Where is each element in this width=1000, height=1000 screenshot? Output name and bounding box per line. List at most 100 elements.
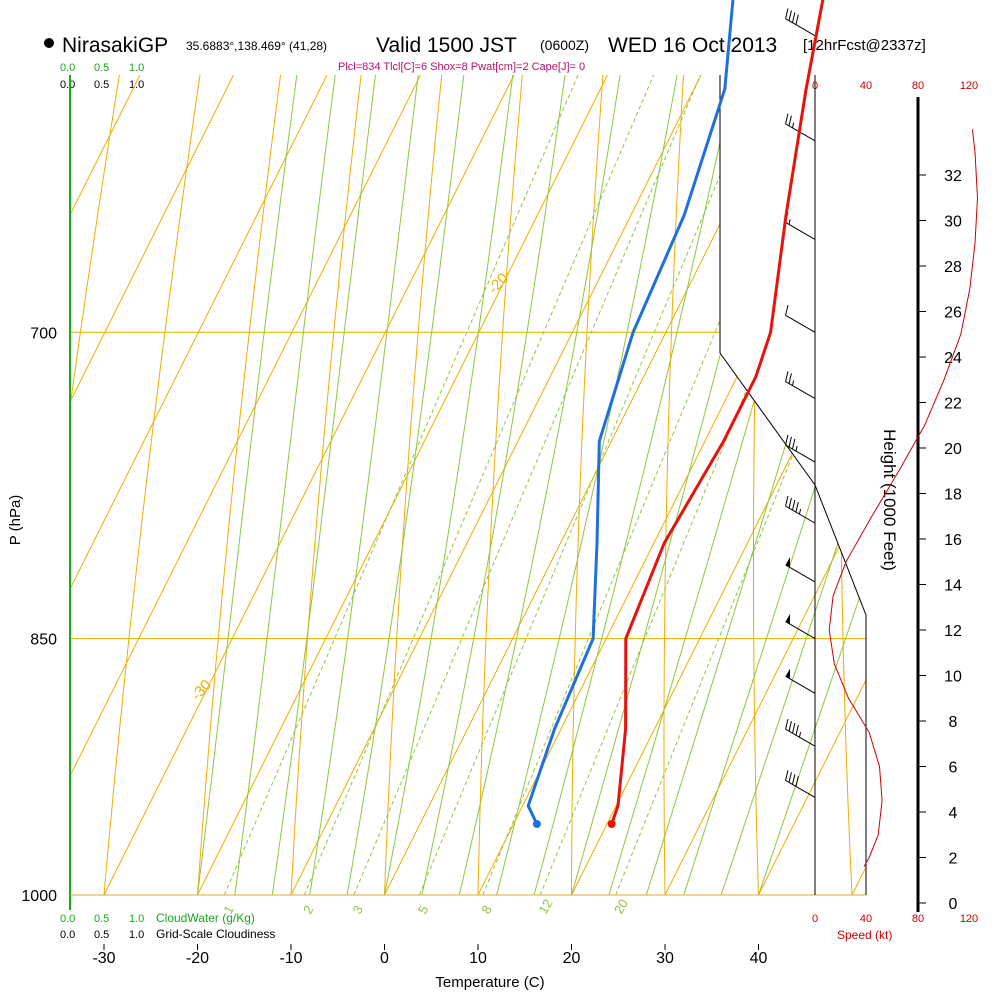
barb-flag	[785, 718, 789, 730]
barb-flag	[791, 774, 796, 785]
cloudwater-bottom-0: 0.0	[60, 913, 75, 925]
forecast-label: [12hrFcst@2337z]	[803, 37, 926, 54]
temperature-tick-label: -10	[279, 950, 302, 967]
valid-time: Valid 1500 JST	[376, 34, 517, 57]
dry-adiabat-line	[384, 75, 655, 895]
wind-barb	[785, 495, 816, 524]
temperature-tick-label: 20	[563, 950, 581, 967]
barb-flag	[785, 770, 789, 781]
cloudiness-label: Grid-Scale Cloudiness	[156, 927, 275, 941]
dry-adiabat-line	[477, 75, 717, 895]
cloudiness-top-05: 0.5	[94, 79, 109, 91]
isotherm-line	[384, 75, 795, 895]
barb-flag	[788, 115, 792, 126]
cloudiness-bottom-1: 1.0	[129, 929, 144, 941]
dry-adiabat-line	[70, 75, 407, 895]
dewpoint-profile	[526, 0, 735, 825]
temperature-tick-label: 0	[380, 950, 389, 967]
barb-shaft	[785, 621, 816, 640]
barb-flag	[785, 495, 789, 507]
speed-top-40: 40	[860, 80, 872, 92]
barb-half-flag	[798, 508, 802, 515]
height-tick-label: 30	[944, 214, 962, 231]
moist-adiabat-line	[384, 75, 723, 895]
speed-bottom-40: 40	[860, 913, 872, 925]
moist-adiabat-line	[645, 75, 866, 895]
wind-barb	[785, 371, 816, 399]
y-axis-title: P (hPa)	[7, 495, 24, 546]
background-grid	[70, 75, 866, 895]
speed-bottom-0: 0	[812, 913, 818, 925]
valid-utc: (0600Z)	[540, 37, 589, 53]
mixing-ratio-line	[223, 75, 851, 895]
dry-adiabat-line	[663, 75, 842, 895]
height-tick-label: 14	[944, 578, 962, 595]
axis-ticks: 2503004005007008501000-30-20-10010203040…	[21, 168, 962, 967]
speed-axis-label: Speed (kt)	[837, 928, 892, 942]
isotherm-line	[103, 75, 515, 895]
barb-shaft	[785, 728, 816, 747]
isotherm-line	[197, 75, 608, 895]
barb-flag	[785, 113, 789, 124]
pressure-tick-label: 1000	[21, 888, 57, 905]
temperature-tick-label: 30	[656, 950, 674, 967]
barb-pennant	[785, 613, 791, 625]
mixing-ratio-line	[353, 75, 866, 895]
pressure-tick-label: 850	[30, 632, 57, 649]
barb-flag	[785, 434, 789, 446]
moist-adiabat-line	[309, 75, 625, 895]
barb-half-flag	[791, 122, 795, 128]
barb-flag	[785, 305, 789, 316]
barb-shaft	[785, 222, 816, 240]
cloudiness-top-1: 1.0	[129, 79, 144, 91]
barb-shaft	[785, 675, 816, 694]
isotherm-line	[571, 75, 866, 895]
height-tick-label: 28	[944, 259, 962, 276]
height-tick-label: 32	[944, 168, 962, 185]
barb-shaft	[785, 314, 816, 333]
height-tick-label: 26	[944, 305, 962, 322]
height-axis-title: Height (1000 Feet)	[880, 429, 899, 571]
height-tick-label: 22	[944, 396, 962, 413]
dry-adiabat-line	[197, 75, 531, 895]
height-tick-label: 0	[949, 896, 958, 913]
sounding-profiles	[526, 0, 825, 829]
barb-flag	[788, 436, 792, 448]
mixing-ratio-label: 3	[349, 903, 366, 917]
speed-bottom-120: 120	[960, 913, 978, 925]
pressure-tick-label: 700	[30, 325, 57, 342]
dewpoint-profile-surface-point	[532, 820, 541, 829]
wind-barb	[785, 305, 816, 333]
speed-top-80: 80	[912, 80, 924, 92]
barb-flag	[788, 373, 792, 384]
station-name: NirasakiGP	[62, 34, 168, 57]
wind-barb	[785, 434, 816, 463]
plot-frame	[69, 75, 920, 912]
height-tick-label: 18	[944, 487, 962, 504]
barb-shaft	[785, 444, 816, 463]
dry-adiabat-line	[290, 75, 593, 895]
height-tick-label: 12	[944, 623, 962, 640]
barb-pennant	[785, 557, 791, 568]
wind-barb	[785, 8, 816, 37]
barb-flag	[791, 12, 796, 23]
barb-half-flag	[791, 380, 795, 386]
moist-adiabat-line	[346, 75, 681, 895]
barb-flag	[785, 371, 789, 382]
cloudwater-label: CloudWater (g/Kg)	[156, 911, 255, 925]
temperature-tick-label: 40	[750, 950, 768, 967]
height-tick-label: 2	[949, 851, 958, 868]
barb-flag	[788, 720, 792, 732]
moist-adiabat-line	[571, 75, 866, 895]
mixing-ratio-line	[418, 75, 866, 895]
cloudiness-bottom-05: 0.5	[94, 929, 109, 941]
height-tick-label: 24	[944, 350, 962, 367]
moist-adiabat-line	[720, 75, 866, 895]
mixing-ratio-label: 12	[535, 896, 555, 916]
wind-barb	[785, 668, 816, 694]
mixing-ratio-line	[615, 75, 866, 895]
wind-barb	[785, 770, 816, 798]
moist-adiabat-line	[758, 75, 866, 895]
barb-shaft	[785, 505, 816, 524]
